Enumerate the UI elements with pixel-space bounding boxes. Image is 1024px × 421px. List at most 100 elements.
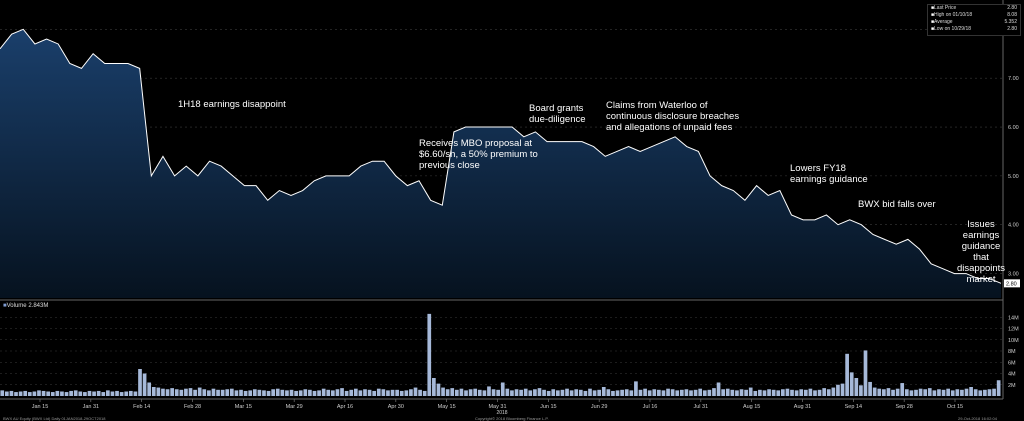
volume-bar	[147, 382, 152, 396]
volume-bar	[9, 390, 14, 396]
volume-bar	[161, 388, 165, 396]
volume-bar	[179, 389, 184, 396]
volume-bar	[289, 389, 294, 396]
footer-security: BWX AU Equity (BWX Ltd) Daily 01JAN2018-…	[3, 416, 106, 421]
volume-bar	[101, 392, 106, 396]
volume-bar	[859, 385, 863, 396]
x-tick-label: Feb 28	[184, 404, 201, 410]
volume-bar	[27, 392, 32, 396]
price-line	[0, 28, 1002, 284]
x-tick-label: Aug 31	[794, 404, 811, 410]
volume-bar	[367, 389, 372, 396]
volume-bar	[670, 389, 675, 396]
volume-bar	[877, 388, 882, 396]
volume-bar	[138, 369, 142, 396]
volume-bar	[560, 389, 565, 396]
volume-bar	[165, 389, 170, 396]
volume-bar	[229, 388, 234, 396]
annotation-bid-falls: BWX bid falls over	[858, 199, 936, 210]
volume-bar	[252, 389, 257, 396]
volume-legend: Volume 2.843M	[3, 303, 49, 309]
volume-bar	[390, 389, 395, 396]
volume-bar	[808, 388, 813, 396]
volume-bar	[712, 388, 716, 396]
x-tick-label: Jun 15	[540, 404, 557, 410]
volume-bar	[542, 389, 546, 396]
volume-bar	[565, 388, 569, 396]
volume-bar	[932, 390, 937, 396]
volume-bar	[248, 390, 253, 396]
volume-title: Volume	[6, 303, 27, 309]
volume-bar	[918, 388, 923, 396]
volume-bar	[353, 388, 358, 396]
volume-bar	[207, 390, 211, 396]
volume-bar	[266, 390, 271, 396]
volume-bar	[615, 390, 620, 396]
legend-low: Low on 10/29/182.80	[928, 26, 1020, 33]
volume-bar	[950, 390, 955, 396]
volume-bar	[115, 390, 119, 396]
volume-bar	[46, 391, 51, 396]
volume-bar	[758, 389, 762, 396]
volume-bar	[445, 389, 450, 396]
x-tick-label: Mar 15	[235, 404, 252, 410]
volume-bar	[468, 389, 473, 396]
year-label: 2018	[496, 410, 507, 416]
volume-bar	[0, 390, 5, 396]
volume-bar	[960, 389, 964, 396]
volume-bar	[188, 388, 193, 396]
x-tick-label: Mar 29	[286, 404, 303, 410]
volume-bar	[679, 389, 684, 396]
volume-bar	[578, 389, 583, 396]
volume-tick-label: 12M	[1008, 327, 1019, 333]
volume-bar	[707, 389, 712, 396]
x-tick-label: Oct 15	[947, 404, 963, 410]
volume-bar	[533, 389, 537, 396]
volume-bar	[50, 392, 55, 396]
price-tick-label: 5.00	[1008, 174, 1019, 180]
volume-bar	[142, 373, 147, 396]
volume-bar	[840, 383, 845, 396]
volume-bar	[771, 389, 776, 396]
volume-bar	[4, 391, 9, 396]
volume-bar	[698, 388, 703, 396]
volume-bar	[941, 389, 946, 396]
volume-bar	[730, 389, 735, 396]
volume-bar	[340, 388, 344, 396]
price-tick-label: 4.00	[1008, 223, 1019, 229]
volume-bar	[900, 383, 905, 396]
volume-bar	[326, 389, 331, 396]
volume-bar	[716, 382, 721, 396]
volume-bar	[422, 390, 427, 396]
volume-bar	[349, 389, 354, 396]
annotation-mbo-proposal: Receives MBO proposal at $6.60/sh, a 50%…	[419, 138, 538, 171]
volume-bar	[83, 392, 87, 396]
volume-bar	[583, 390, 588, 396]
last-price-tag-label: 2.80	[1006, 281, 1017, 287]
volume-bar	[693, 389, 698, 396]
volume-bar	[317, 390, 321, 396]
volume-bar	[450, 388, 455, 396]
x-tick-label: Jun 29	[591, 404, 608, 410]
volume-bar	[399, 390, 404, 396]
volume-bar	[119, 392, 124, 396]
volume-bar	[624, 389, 629, 396]
volume-bar	[927, 388, 932, 396]
volume-bar	[528, 390, 533, 396]
volume-bar	[973, 389, 978, 396]
volume-bar	[666, 388, 670, 396]
volume-bar	[721, 389, 725, 396]
volume-bar	[372, 390, 377, 396]
volume-bar	[427, 313, 432, 396]
volume-bar	[620, 389, 624, 396]
volume-bar	[184, 388, 188, 396]
volume-bar	[872, 387, 877, 396]
volume-bar	[638, 389, 643, 396]
volume-bar	[803, 389, 808, 396]
footer-timestamp: 29-Oct-2018 16:02:04	[958, 416, 997, 421]
volume-bar	[992, 388, 996, 396]
volume-bar	[69, 390, 73, 396]
